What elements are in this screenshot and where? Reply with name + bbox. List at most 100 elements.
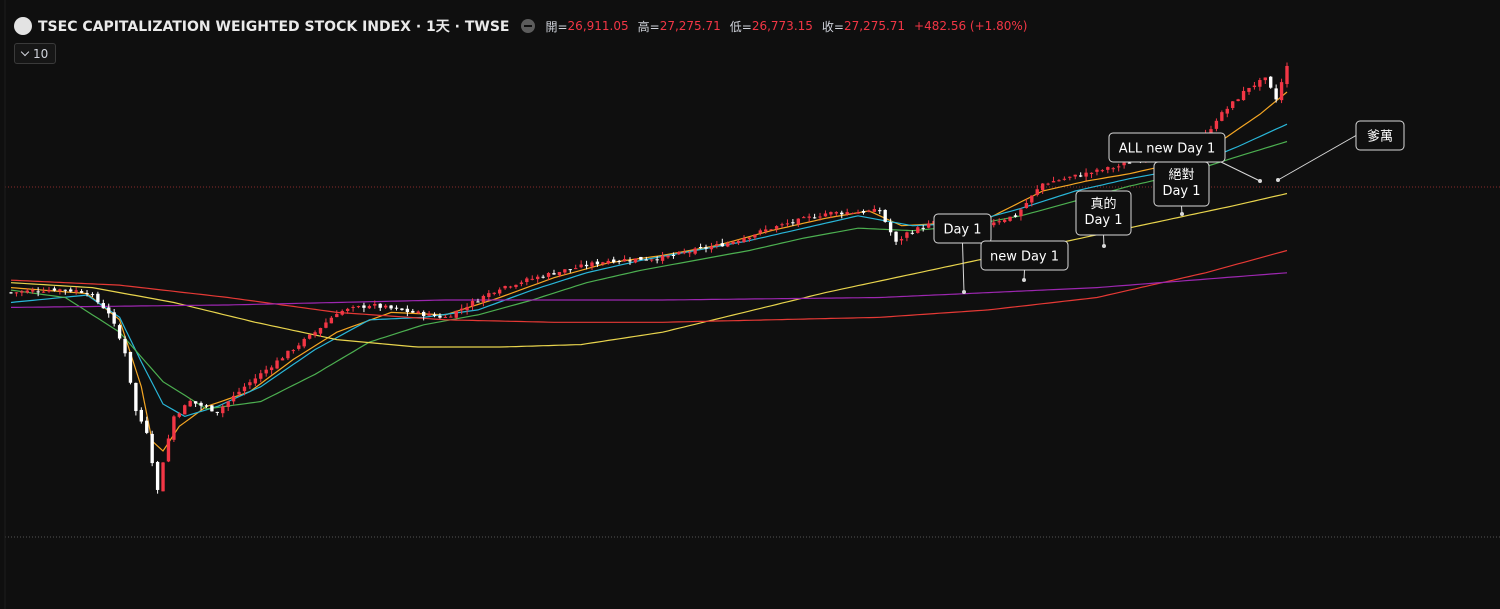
candle-body <box>997 221 1001 223</box>
candle-body <box>340 310 344 315</box>
annotation-label: 真的 <box>1090 196 1116 212</box>
candle-body <box>1051 181 1056 183</box>
candle-body <box>861 210 866 213</box>
annotation-label: ALL new Day 1 <box>1119 142 1216 157</box>
candle-body <box>1225 108 1229 114</box>
candle-body <box>487 293 491 298</box>
moving-average-line-6 <box>11 272 1288 308</box>
candle-body <box>231 395 236 402</box>
candle-body <box>530 278 534 280</box>
candle-body <box>1209 129 1213 134</box>
candle-body <box>1035 189 1039 195</box>
candle-body <box>416 311 420 314</box>
symbol-logo-icon[interactable] <box>14 17 32 35</box>
candle-body <box>193 401 198 404</box>
candle-body <box>1030 195 1034 203</box>
annotation-anchor-dot <box>962 290 966 294</box>
candle-body <box>796 218 801 225</box>
candle-body <box>1279 82 1284 101</box>
candle-body <box>1073 174 1077 177</box>
candle-body <box>715 244 719 246</box>
chart-title[interactable]: TSEC CAPITALIZATION WEIGHTED STOCK INDEX… <box>38 19 510 35</box>
candle-body <box>688 252 692 254</box>
candle-body <box>606 260 610 264</box>
candle-body <box>378 303 382 308</box>
candle-body <box>682 252 686 254</box>
candle-body <box>867 210 871 212</box>
indicators-toggle-button[interactable]: 10 <box>14 43 57 64</box>
candle-body <box>726 243 730 247</box>
candle-body <box>373 304 377 306</box>
candle-body <box>318 327 323 334</box>
candle-body <box>1220 112 1224 121</box>
candle-body <box>883 209 887 222</box>
candle-body <box>145 420 149 433</box>
candle-body <box>1002 219 1007 222</box>
candle-body <box>421 311 426 317</box>
candle-body <box>758 230 762 234</box>
candle-body <box>709 246 714 250</box>
candle-body <box>899 239 904 241</box>
candle-body <box>644 259 648 261</box>
candle-body <box>297 345 301 349</box>
candle-body <box>14 292 19 294</box>
candle-body <box>736 240 741 243</box>
candle-body <box>840 212 844 215</box>
candle-body <box>536 276 540 280</box>
candle-body <box>335 314 339 318</box>
candle-body <box>802 217 806 219</box>
candle-body <box>427 313 431 316</box>
candle-body <box>1057 180 1061 182</box>
annotation-label: 絕對 <box>1168 168 1194 183</box>
candle-body <box>275 360 279 369</box>
candle-body <box>541 276 545 278</box>
candle-body <box>693 248 697 254</box>
candle-body <box>1269 76 1273 88</box>
moving-average-line-4 <box>10 192 1288 348</box>
candle-body <box>31 290 35 292</box>
candle-body <box>405 308 410 312</box>
chart-header: TSEC CAPITALIZATION WEIGHTED STOCK INDEX… <box>14 15 1027 37</box>
annotation-label: Day 1 <box>1162 184 1200 199</box>
candle-body <box>210 405 214 412</box>
annotation-label: 爹萬 <box>1367 130 1393 145</box>
candle-body <box>1214 120 1219 129</box>
candle-body <box>1236 99 1240 102</box>
candle-body <box>1127 162 1132 164</box>
candle-body <box>117 325 122 339</box>
candle-body <box>850 213 855 215</box>
annotation-box <box>980 240 1069 271</box>
annotation-anchor-dot <box>1022 278 1026 282</box>
candle-body <box>221 406 225 414</box>
candle-body <box>1019 209 1023 217</box>
candle-body <box>1231 101 1235 108</box>
candle-body <box>25 290 29 293</box>
candle-body <box>834 212 839 214</box>
candle-body <box>1095 169 1099 172</box>
annotation-callout: ALL new Day 1 <box>1108 132 1262 183</box>
candle-body <box>74 290 78 292</box>
candle-body <box>1106 167 1110 170</box>
minus-icon[interactable] <box>521 19 536 33</box>
candle-body <box>1068 176 1072 178</box>
close-value: 27,275.71 <box>843 19 906 33</box>
candle-body <box>269 367 274 371</box>
candle-body <box>481 295 486 303</box>
candle-body <box>519 282 524 284</box>
candle-body <box>497 289 502 294</box>
close-label: 收= <box>821 19 844 34</box>
candle-body <box>449 316 453 318</box>
candle-body <box>248 382 252 386</box>
candle-body <box>905 232 909 238</box>
candle-body <box>633 258 638 263</box>
candle-body <box>595 261 600 265</box>
annotation-anchor-dot <box>1258 179 1262 183</box>
candle-body <box>351 306 355 308</box>
candle-body <box>546 272 551 277</box>
candle-body <box>704 247 708 249</box>
candle-body <box>503 286 507 289</box>
change-text: +482.56 (+1.80%) <box>914 19 1028 33</box>
